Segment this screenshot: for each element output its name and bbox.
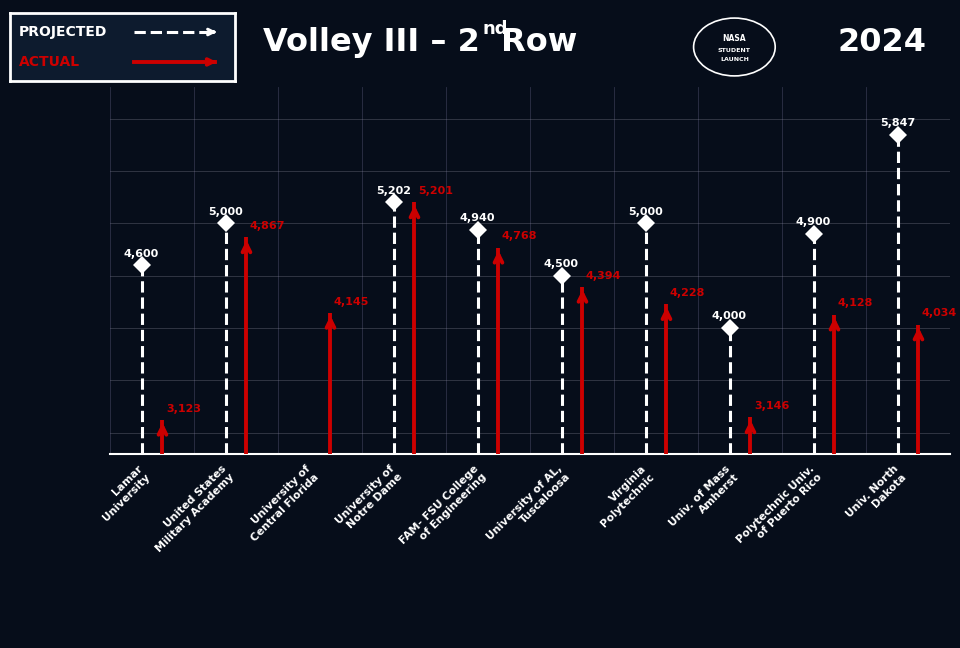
Text: 5,000: 5,000 xyxy=(628,207,662,216)
Text: 4,600: 4,600 xyxy=(124,249,159,259)
Text: nd: nd xyxy=(483,20,509,38)
Text: 4,394: 4,394 xyxy=(586,271,621,281)
Text: STUDENT: STUDENT xyxy=(718,48,751,53)
Text: 5,202: 5,202 xyxy=(376,185,411,196)
Text: 4,128: 4,128 xyxy=(838,299,874,308)
Text: LAUNCH: LAUNCH xyxy=(720,57,749,62)
Text: 5,000: 5,000 xyxy=(208,207,243,216)
Text: 5,201: 5,201 xyxy=(418,186,453,196)
Text: 4,940: 4,940 xyxy=(460,213,495,223)
Text: 4,145: 4,145 xyxy=(334,297,370,307)
Text: 3,123: 3,123 xyxy=(166,404,201,413)
Text: 2024: 2024 xyxy=(837,27,926,58)
Text: 4,000: 4,000 xyxy=(712,311,747,321)
Text: ACTUAL: ACTUAL xyxy=(18,55,80,69)
Text: 3,146: 3,146 xyxy=(754,401,789,411)
Text: Row: Row xyxy=(490,27,577,58)
Text: 4,768: 4,768 xyxy=(502,231,538,242)
Text: 4,500: 4,500 xyxy=(544,259,579,269)
Text: PROJECTED: PROJECTED xyxy=(18,25,107,39)
Text: 4,034: 4,034 xyxy=(922,308,957,318)
Text: 4,867: 4,867 xyxy=(250,221,285,231)
Text: 4,900: 4,900 xyxy=(796,217,831,227)
Text: 5,847: 5,847 xyxy=(880,118,915,128)
Text: NASA: NASA xyxy=(723,34,746,43)
Text: 4,228: 4,228 xyxy=(670,288,706,298)
Text: Volley III – 2: Volley III – 2 xyxy=(263,27,480,58)
